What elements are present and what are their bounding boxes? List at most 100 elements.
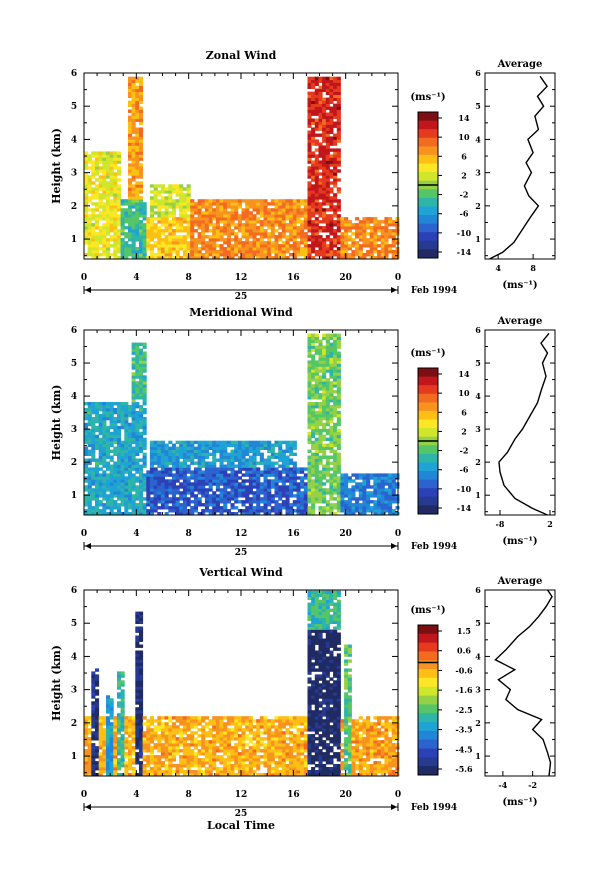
heatmap-cell xyxy=(87,166,92,170)
heatmap-cell xyxy=(87,196,92,200)
heatmap-cell xyxy=(139,506,144,510)
heatmap-cell xyxy=(314,100,319,104)
heatmap-cell xyxy=(128,184,133,188)
heatmap-cell xyxy=(87,199,92,203)
heatmap-cell xyxy=(230,238,235,242)
heatmap-cell xyxy=(245,205,250,209)
heatmap-cell xyxy=(215,479,220,483)
heatmap-cell xyxy=(106,716,111,720)
heatmap-cell xyxy=(289,211,294,215)
heatmap-cell xyxy=(281,244,286,248)
heatmap-cell xyxy=(139,746,144,750)
heatmap-cell xyxy=(131,476,136,480)
heatmap-cell xyxy=(314,339,319,343)
heatmap-cell xyxy=(263,485,268,489)
heatmap-cell xyxy=(131,767,136,771)
heatmap-cell xyxy=(329,82,334,86)
heatmap-cell xyxy=(377,223,382,227)
heatmap-cell xyxy=(307,369,312,373)
heatmap-cell xyxy=(98,485,103,489)
heatmap-cell xyxy=(120,410,125,415)
heatmap-cell xyxy=(285,250,290,254)
heatmap-cell xyxy=(369,473,374,477)
heatmap-cell xyxy=(168,509,173,513)
heatmap-cell xyxy=(325,396,330,400)
heatmap-cell xyxy=(252,506,257,510)
heatmap-cell xyxy=(307,437,312,442)
heatmap-cell xyxy=(278,232,283,236)
heatmap-cell xyxy=(351,506,356,510)
heatmap-cell xyxy=(285,244,290,248)
heatmap-cell xyxy=(84,181,89,185)
heatmap-cell xyxy=(336,491,341,495)
heatmap-cell xyxy=(256,217,261,221)
heatmap-cell xyxy=(117,464,122,468)
heatmap-cell xyxy=(318,100,323,104)
heatmap-cell xyxy=(329,208,334,212)
heatmap-cell xyxy=(91,713,96,717)
heatmap-cell xyxy=(135,449,140,453)
heatmap-cell xyxy=(142,440,147,445)
heatmap-cell xyxy=(117,473,122,477)
heatmap-cell xyxy=(318,106,323,110)
heatmap-cell xyxy=(307,82,312,86)
heatmap-cell xyxy=(179,494,184,498)
heatmap-cell xyxy=(245,238,250,242)
heatmap-cell xyxy=(325,190,330,194)
heatmap-cell xyxy=(259,443,264,447)
heatmap-cell xyxy=(142,461,147,465)
heatmap-cell xyxy=(91,689,96,693)
heatmap-cell xyxy=(322,121,327,125)
heatmap-cell xyxy=(230,229,235,233)
heatmap-cell xyxy=(171,455,176,459)
heatmap-cell xyxy=(208,467,213,471)
heatmap-cell xyxy=(384,491,389,495)
average-y-tick-label: 1 xyxy=(475,234,481,244)
heatmap-cell xyxy=(212,476,217,480)
heatmap-cell xyxy=(278,208,283,212)
heatmap-cell xyxy=(281,452,286,456)
heatmap-cell xyxy=(311,461,316,465)
heatmap-cell xyxy=(259,473,264,477)
heatmap-cell xyxy=(289,512,294,516)
heatmap-cell xyxy=(128,440,133,445)
heatmap-cell xyxy=(318,193,323,197)
heatmap-cell xyxy=(197,232,202,236)
heatmap-cell xyxy=(384,226,389,230)
heatmap-cell xyxy=(329,333,334,337)
heatmap-cell xyxy=(256,226,261,230)
heatmap-cell xyxy=(311,416,316,421)
heatmap-cell xyxy=(98,737,103,741)
heatmap-cell xyxy=(281,464,286,468)
heatmap-cell xyxy=(333,354,338,358)
heatmap-cell xyxy=(139,384,144,388)
heatmap-cell xyxy=(344,482,349,486)
heatmap-cell xyxy=(318,384,323,388)
heatmap-cell xyxy=(333,422,338,427)
heatmap-cell xyxy=(311,342,316,346)
heatmap-cell xyxy=(230,256,235,260)
heatmap-cell xyxy=(303,244,308,248)
heatmap-cell xyxy=(175,491,180,495)
heatmap-cell xyxy=(325,106,330,110)
heatmap-cell xyxy=(113,482,118,486)
heatmap-cell xyxy=(142,393,147,397)
heatmap-cell xyxy=(124,761,129,765)
heatmap-cell xyxy=(120,226,125,230)
heatmap-cell xyxy=(384,217,389,221)
heatmap-cell xyxy=(95,746,100,750)
heatmap-cell xyxy=(274,202,279,206)
heatmap-cell xyxy=(175,440,180,445)
heatmap-cell xyxy=(270,214,275,218)
heatmap-cell xyxy=(329,449,334,453)
heatmap-cell xyxy=(98,476,103,480)
heatmap-cell xyxy=(285,473,290,477)
heatmap-cell xyxy=(91,734,96,738)
heatmap-cell xyxy=(139,719,144,723)
heatmap-cell xyxy=(139,698,144,702)
heatmap-cell xyxy=(102,187,107,191)
heatmap-cell xyxy=(171,464,176,468)
heatmap-cell xyxy=(223,238,228,242)
heatmap-cell xyxy=(336,488,341,492)
colorbar-swatch xyxy=(418,172,438,182)
